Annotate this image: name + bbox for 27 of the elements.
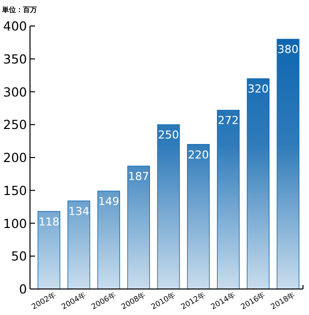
bar [97, 190, 120, 290]
bar [187, 144, 210, 290]
y-tick-label: 400 [3, 18, 28, 34]
y-tick-label: 350 [3, 51, 28, 66]
y-tick-label: 300 [3, 84, 28, 100]
y-tick-label: 100 [3, 216, 28, 231]
data-label: 187 [128, 170, 150, 184]
data-label: 134 [68, 204, 90, 218]
data-label: 380 [278, 43, 299, 56]
bar [68, 200, 90, 290]
y-tick-label: 0 [19, 282, 28, 296]
bar [276, 38, 300, 290]
bar [127, 166, 150, 290]
bar [246, 78, 270, 290]
bar [157, 124, 180, 290]
bar [216, 110, 240, 290]
y-tick-label: 250 [3, 117, 28, 132]
data-label: 149 [98, 195, 120, 208]
data-label: 272 [218, 114, 239, 128]
y-tick-label: 150 [3, 182, 28, 198]
bar [38, 211, 60, 290]
y-tick-label: 50 [11, 248, 28, 264]
data-label: 220 [188, 148, 209, 162]
y-tick-label: 200 [3, 150, 28, 165]
data-label: 118 [38, 215, 60, 228]
data-label: 320 [248, 82, 269, 96]
data-label: 250 [158, 128, 179, 142]
